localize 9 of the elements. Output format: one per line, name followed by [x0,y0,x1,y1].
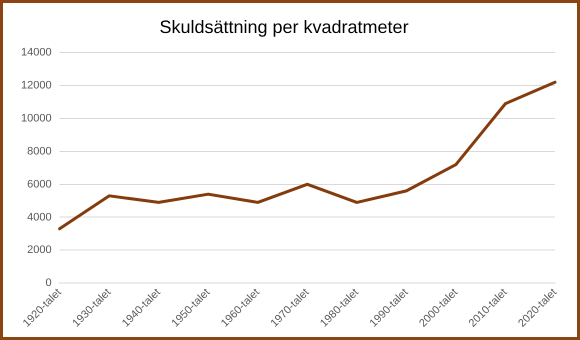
y-tick-label: 0 [45,277,52,290]
y-tick-label: 12000 [20,80,52,92]
chart-title: Skuldsättning per kvadratmeter [159,16,409,37]
y-tick-label: 8000 [27,145,52,158]
y-tick-label: 14000 [20,46,52,59]
y-tick-label: 6000 [27,178,52,190]
y-tick-label: 4000 [27,211,52,224]
y-tick-label: 2000 [27,244,52,256]
y-tick-label: 10000 [20,112,52,124]
